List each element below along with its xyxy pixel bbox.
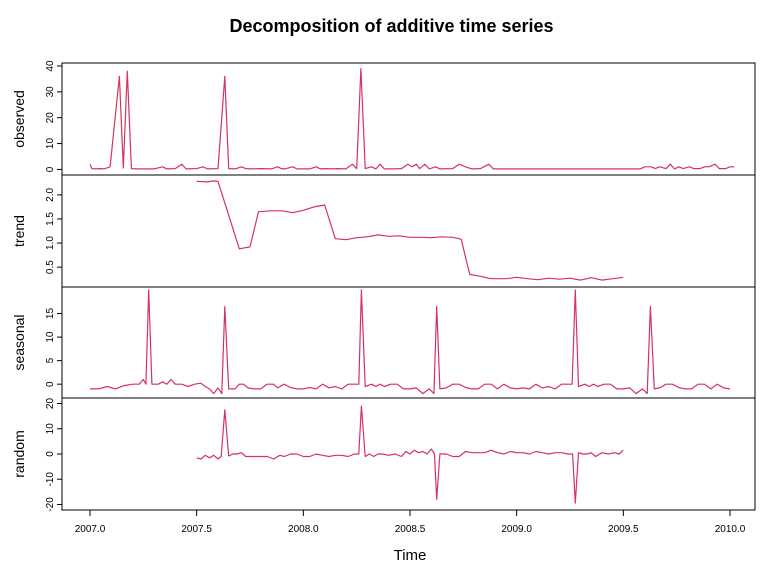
- x-axis: 2007.0 2007.5 2008.0 2008.5 2009.0 2009.5 2010…: [75, 510, 746, 535]
- y-tick-label: 5: [45, 357, 56, 363]
- y-tick-label: 20: [45, 112, 56, 124]
- x-tick-label: 2007.0: [75, 524, 106, 535]
- series-line-observed: [89, 67, 735, 170]
- panel-observed: 0 10 20 30 40 observed: [11, 60, 756, 176]
- x-tick-label: 2008.0: [288, 524, 319, 535]
- panel-frame: [61, 174, 756, 288]
- y-axis-label-seasonal: seasonal: [11, 314, 27, 370]
- x-tick-label: 2008.5: [395, 524, 426, 535]
- panel-frame: [61, 286, 756, 399]
- panel-frame: [61, 397, 756, 511]
- y-tick-label: -20: [45, 497, 56, 512]
- panel-seasonal: 0 5 10 15 seasonal: [11, 286, 756, 399]
- x-tick-label: 2010.0: [715, 524, 746, 535]
- y-tick-label: 0: [45, 381, 56, 387]
- y-tick-label: 15: [45, 308, 56, 320]
- panel-frame: [61, 62, 756, 176]
- chart-panels: 0 10 20 30 40 observed 0.5 1.0 1.5 2.0 trend 0 5 10 15…: [11, 60, 756, 512]
- chart-title: Decomposition of additive time series: [229, 16, 554, 36]
- y-tick-label: 10: [45, 423, 56, 435]
- x-tick-label: 2009.5: [608, 524, 639, 535]
- panel-random: -20 -10 0 10 20 random: [11, 397, 756, 512]
- panel-trend: 0.5 1.0 1.5 2.0 trend: [11, 174, 756, 288]
- y-tick-label: 2.0: [45, 187, 56, 201]
- y-tick-label: 0.5: [45, 260, 56, 274]
- series-line-trend: [196, 180, 624, 281]
- series-line-seasonal: [90, 289, 731, 395]
- x-tick-label: 2007.5: [181, 524, 212, 535]
- x-tick-label: 2009.0: [501, 524, 532, 535]
- y-tick-label: 30: [45, 86, 56, 98]
- y-tick-label: 10: [45, 331, 56, 343]
- y-tick-label: 1.5: [45, 212, 56, 226]
- y-axis-label-trend: trend: [11, 215, 27, 247]
- y-tick-label: 20: [45, 398, 56, 410]
- y-tick-label: 0: [45, 166, 56, 172]
- y-tick-label: 40: [45, 60, 56, 72]
- y-tick-label: 1.0: [45, 236, 56, 250]
- x-axis-label: Time: [394, 547, 427, 564]
- y-axis-label-observed: observed: [11, 90, 27, 148]
- y-tick-label: 0: [45, 451, 56, 457]
- y-tick-label: 10: [45, 138, 56, 150]
- series-line-random: [196, 405, 624, 504]
- y-tick-label: -10: [45, 472, 56, 487]
- y-axis-label-random: random: [11, 430, 27, 477]
